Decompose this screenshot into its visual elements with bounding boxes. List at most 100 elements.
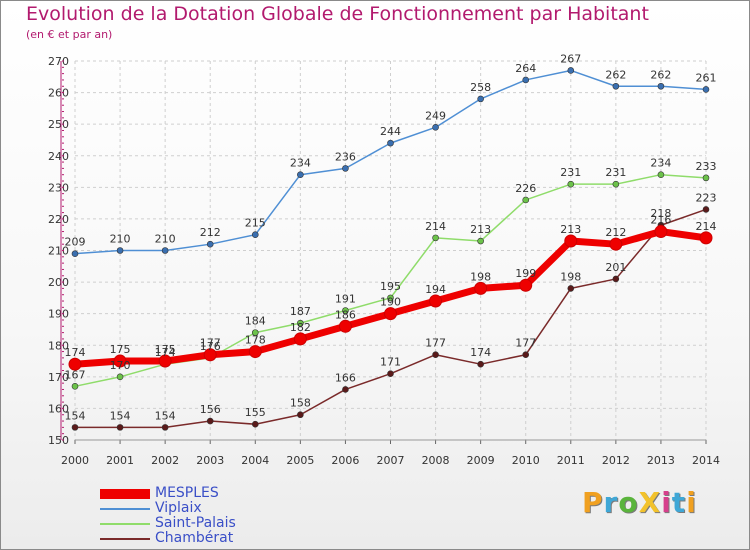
data-label-saint-palais: 213 [470,223,491,236]
data-label-mesples: 214 [696,220,717,233]
point-mesples [474,281,488,295]
axes: 1501601701801902002102202302402502602702… [48,55,720,467]
data-label-chamb-rat: 201 [605,261,626,274]
point-chamb-rat [342,386,349,393]
x-tick-label: 2004 [241,454,269,467]
data-label-chamb-rat: 166 [335,371,356,384]
point-chamb-rat [432,351,439,359]
data-label-viplaix: 267 [560,52,581,65]
data-label-saint-palais: 187 [290,305,311,318]
point-saint-palais [567,180,575,188]
data-label-mesples: 216 [650,214,671,227]
point-mesples [203,348,217,362]
point-viplaix [477,95,484,103]
point-saint-palais [71,383,79,390]
point-chamb-rat [702,206,710,213]
point-saint-palais [702,174,710,182]
data-label-mesples: 198 [470,270,491,283]
legend-swatch [100,523,150,525]
x-tick-label: 2008 [422,454,450,467]
logo-letter: o [618,486,639,519]
data-label-viplaix: 262 [605,68,626,81]
data-label-chamb-rat: 156 [200,403,221,416]
logo-letter: t [671,486,687,519]
legend-item-saint-palais: Saint-Palais [100,515,360,531]
logo-letter: i [661,486,672,519]
point-chamb-rat [161,424,169,431]
y-tick-label: 220 [48,213,69,226]
point-viplaix [71,250,79,257]
y-tick-label: 190 [48,308,69,321]
point-saint-palais [342,307,349,314]
data-label-mesples: 213 [560,223,581,236]
y-tick-label: 240 [48,150,69,163]
y-tick-label: 170 [48,371,69,384]
point-chamb-rat [522,351,530,359]
data-label-saint-palais: 167 [65,368,86,381]
x-tick-label: 2011 [557,454,585,467]
data-label-chamb-rat: 158 [290,397,311,410]
point-saint-palais [251,329,259,336]
point-mesples [564,234,578,248]
y-tick-label: 180 [48,339,69,352]
data-label-viplaix: 262 [650,68,671,81]
point-viplaix [702,86,710,93]
point-viplaix [116,247,124,254]
data-label-viplaix: 210 [155,233,176,246]
point-saint-palais [522,196,530,204]
point-mesples [158,354,172,368]
point-chamb-rat [116,424,124,431]
point-chamb-rat [206,417,214,425]
data-label-viplaix: 212 [200,226,221,239]
data-label-saint-palais: 174 [155,346,176,359]
data-label-viplaix: 210 [110,233,131,246]
point-viplaix [387,139,394,147]
point-chamb-rat [567,285,575,292]
data-label-chamb-rat: 154 [65,409,86,422]
point-mesples [609,237,623,251]
x-tick-label: 2014 [692,454,720,467]
data-label-saint-palais: 234 [650,157,671,170]
data-label-saint-palais: 214 [425,220,446,233]
data-label-saint-palais: 176 [200,340,221,353]
data-label-chamb-rat: 198 [560,270,581,283]
point-mesples [68,357,82,371]
data-label-saint-palais: 231 [560,166,581,179]
x-tick-label: 2000 [61,454,89,467]
data-label-mesples: 190 [380,296,401,309]
point-saint-palais [477,237,484,245]
data-label-saint-palais: 170 [110,359,131,372]
point-mesples [248,345,262,359]
point-saint-palais [297,319,304,327]
legend-swatch [100,508,150,510]
data-label-viplaix: 261 [696,71,717,84]
legend-label: Saint-Palais [155,515,236,531]
legend-item-mesples: MESPLES [100,485,360,501]
point-viplaix [297,171,304,178]
point-viplaix [432,124,439,131]
point-chamb-rat [387,370,394,377]
point-viplaix [342,165,349,172]
y-tick-label: 150 [48,434,69,447]
x-tick-label: 2009 [467,454,495,467]
point-saint-palais [432,234,439,242]
data-label-viplaix: 258 [470,81,491,94]
y-tick-label: 260 [48,87,69,100]
data-label-mesples: 175 [155,343,176,356]
data-label-mesples: 182 [290,321,311,334]
data-label-saint-palais: 184 [245,315,266,328]
point-saint-palais [387,294,394,302]
data-label-viplaix: 215 [245,217,266,230]
chart-title: Evolution de la Dotation Globale de Fonc… [26,3,649,25]
y-tick-label: 210 [48,245,69,258]
data-label-mesples: 174 [65,346,86,359]
y-tick-label: 250 [48,118,69,131]
point-viplaix [206,240,214,248]
data-label-chamb-rat: 154 [155,409,176,422]
data-label-mesples: 177 [200,337,221,350]
logo-letter: r [603,486,619,519]
point-viplaix [161,247,169,254]
y-tick-label: 200 [48,276,69,289]
data-label-mesples: 212 [605,226,626,239]
